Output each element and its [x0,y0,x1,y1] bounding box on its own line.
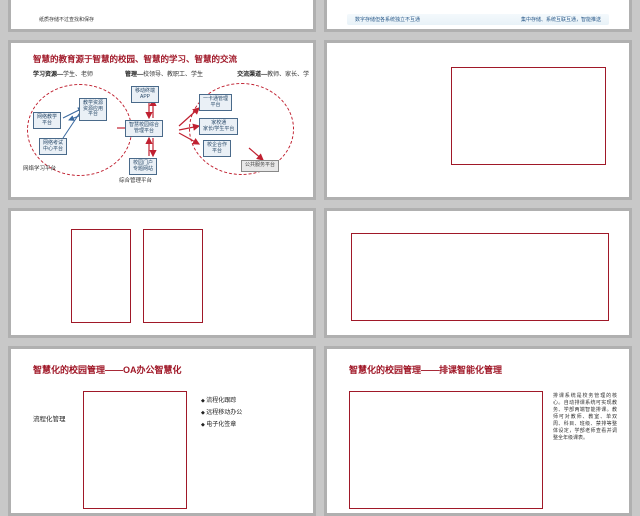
slide-two-rects [8,208,316,338]
slide8-title: 智慧化的校园管理——排课智能化管理 [349,363,625,376]
caption-center: 综合管理平台 [119,176,152,184]
slide3-labels: 学习资源—学生、老师 管理—校领导、教职工、学生 交流渠道—教师、家长、学生、企… [33,69,309,78]
caption-left: 网络学习平台 [23,164,56,172]
node-resource: 教学资源资源应用平台 [79,98,107,121]
slide7-rect [83,391,187,509]
node-enterprise: 校企合作平台 [203,140,231,157]
placeholder-rect-b [143,229,203,323]
node-public: 公共服务平台 [241,160,279,172]
placeholder-rect [451,67,606,165]
node-portal: 校园门户专题网站 [129,158,157,175]
partial1-text: 纸质存储不过查找和保存 [39,17,94,24]
slide7-left-label: 流程化管理 [33,413,66,423]
node-exam: 网络考试中心平台 [39,138,67,155]
slide-schedule: 智慧化的校园管理——排课智能化管理 排课系统是校务管理的核心。自动排课系统可实现… [324,346,632,516]
slide8-desc: 排课系统是校务管理的核心。自动排课系统可实现教务、学部两端智能排课。教师可对教师… [553,393,617,442]
node-app: 移动终端APP [131,86,159,103]
node-core: 智慧校园综合管理平台 [125,120,163,137]
node-net-teach: 网络教学平台 [33,112,61,129]
partial2-col1: 数字存储但各系统独立不互通 [355,17,420,24]
placeholder-rect-a [71,229,131,323]
node-card: 一卡通管理平台 [199,94,232,111]
slide-partial-2: 数字存储但各系统独立不互通 集中存储、系统互联互通，智能推送 [324,0,632,32]
slide3-title: 智慧的教育源于智慧的校园、智慧的学习、智慧的交流 [33,53,309,65]
slide-diagram: 智慧的教育源于智慧的校园、智慧的学习、智慧的交流 学习资源—学生、老师 管理—校… [8,40,316,200]
slide-oa: 智慧化的校园管理——OA办公智慧化 流程化管理 流程化跟踪 远程移动办公 电子化… [8,346,316,516]
slide7-title: 智慧化的校园管理——OA办公智慧化 [33,363,309,376]
slide8-rect [349,391,543,509]
venn-diagram: 网络教学平台 教学资源资源应用平台 网络考试中心平台 移动终端APP 智慧校园综… [21,78,301,188]
node-home: 家校通家长/学生平台 [199,118,238,135]
placeholder-rect-wide [351,233,609,321]
slide-rect2 [324,208,632,338]
slide7-bullets: 流程化跟踪 远程移动办公 电子化签章 [201,395,242,431]
slide-partial-1: 纸质存储不过查找和保存 [8,0,316,32]
slide-rect1 [324,40,632,200]
partial2-col2: 集中存储、系统互联互通，智能推送 [521,17,601,24]
